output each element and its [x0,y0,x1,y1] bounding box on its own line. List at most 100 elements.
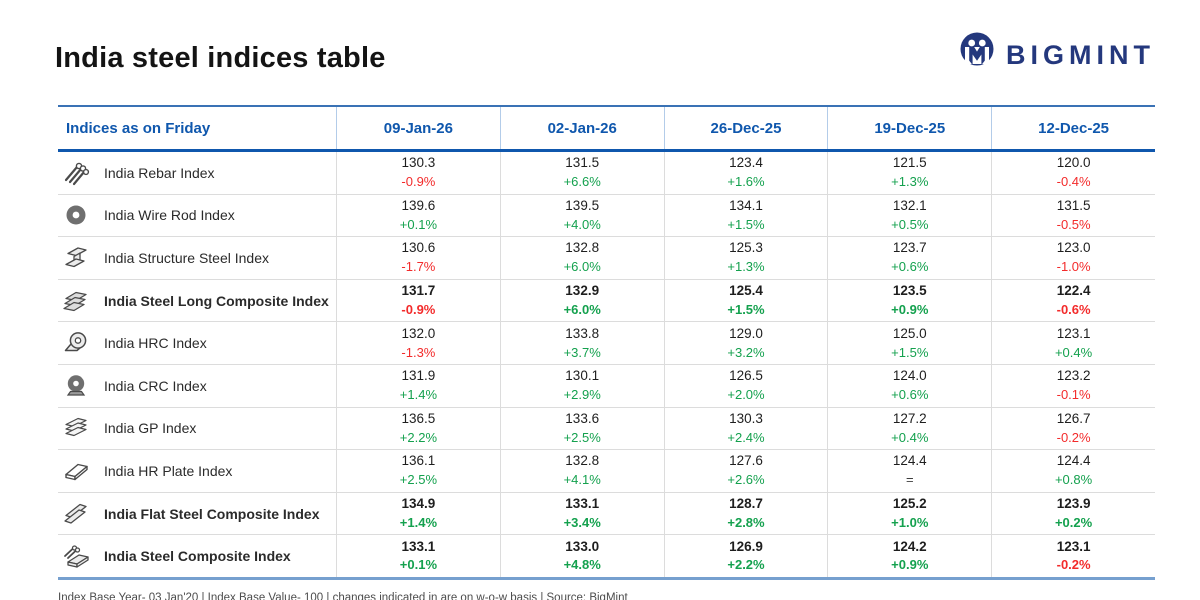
wow-change: +3.2% [727,344,765,360]
wow-change: +0.9% [891,301,929,317]
index-value: 136.1 [401,453,436,469]
hrc-coil-icon [62,329,90,357]
wow-change: +0.8% [1054,472,1093,488]
index-value-cell: 125.4 +1.5% [663,279,828,322]
index-value-cell: 130.6 -1.7% [336,237,500,279]
rebar-icon [62,159,90,187]
index-label: India Steel Composite Index [104,548,291,565]
index-value: 123.4 [729,155,763,171]
wow-change: -0.4% [1056,174,1091,190]
index-label: India Flat Steel Composite Index [104,505,320,522]
index-value-cell: 121.5 +1.3% [827,152,991,194]
index-value: 132.9 [565,283,600,299]
index-value: 139.5 [565,197,600,213]
index-value-cell: 133.6 +2.5% [499,407,664,450]
wow-change: +2.4% [727,429,765,445]
index-value-cell: 125.3 +1.3% [663,237,828,279]
table-body: India Rebar Index 130.3 -0.9% 131.5 +6.6% 12… [58,152,1155,580]
gp-sheets-icon [62,414,90,442]
wow-change: +1.5% [727,216,765,232]
index-value-cell: 124.4 +0.8% [991,450,1155,492]
wow-change: -1.0% [1056,259,1091,275]
structure-steel-icon [62,244,90,272]
index-value: 124.2 [892,538,927,554]
wow-change: +1.3% [727,259,765,275]
index-value-cell: 130.3 -0.9% [336,152,500,194]
index-value-cell: 139.5 +4.0% [499,194,664,237]
index-value: 125.4 [729,283,763,299]
wow-change: +6.6% [563,174,601,190]
wow-change: +4.8% [563,557,601,573]
table-row: India HR Plate Index 136.1 +2.5% 132.8 +4.1… [58,450,1155,493]
footnote: Index Base Year- 03 Jan'20 | Index Base … [58,591,628,600]
wow-change: +1.5% [727,301,765,317]
index-label-cell: India Steel Composite Index [58,535,336,577]
index-value-cell: 131.7 -0.9% [336,279,500,322]
index-value: 133.8 [565,325,600,341]
index-value-cell: 133.1 +3.4% [499,492,664,535]
index-value: 132.8 [565,453,600,469]
index-value: 133.1 [565,496,600,511]
index-value-cell: 136.1 +2.5% [336,450,500,492]
index-value: 123.5 [892,283,927,299]
index-label: India Structure Steel Index [104,249,269,266]
wow-change: -0.9% [401,174,436,190]
long-composite-icon [62,287,90,315]
index-value-cell: 134.9 +1.4% [336,492,500,535]
page-title: India steel indices table [55,42,386,74]
wow-change: +2.8% [727,514,765,530]
index-value: 133.0 [565,538,600,554]
wow-change: +2.5% [563,429,601,445]
index-value: 133.6 [565,410,600,426]
index-value: 124.4 [1056,453,1091,469]
index-value: 120.0 [1056,155,1091,171]
wow-change: -1.7% [401,259,436,275]
indices-table: Indices as on Friday 09-Jan-26 02-Jan-26 2… [58,105,1155,580]
index-value: 123.1 [1056,538,1091,554]
index-value-cell: 131.9 +1.4% [336,364,500,407]
wow-change: +0.1% [399,557,438,573]
wow-change: +0.6% [891,387,929,403]
index-value-cell: 124.4 = [827,450,991,492]
index-label-cell: India CRC Index [58,365,336,407]
page-header: India steel indices table BIGMINT [0,0,1200,81]
steel-composite-icon [62,542,90,570]
index-value-cell: 131.5 -0.5% [991,194,1155,237]
flat-composite-icon [62,500,90,528]
index-value-cell: 123.2 -0.1% [991,364,1155,407]
table-row: India CRC Index 131.9 +1.4% 130.1 +2.9% 126.… [58,364,1155,408]
hr-plate-icon [62,457,90,485]
index-value: 132.8 [565,240,600,256]
wow-change: +0.2% [1054,514,1093,530]
index-value: 128.7 [729,496,763,511]
index-value: 130.1 [565,368,600,384]
index-value: 134.9 [401,496,436,511]
wow-change: +0.9% [891,557,929,573]
index-value-cell: 134.1 +1.5% [663,194,828,237]
wow-change: -0.1% [1056,387,1091,403]
wow-change: +1.0% [891,514,929,530]
table-row: India Flat Steel Composite Index 134.9 +1… [58,492,1155,536]
index-value-cell: 123.1 +0.4% [991,322,1155,364]
index-value-cell: 130.3 +2.4% [663,407,828,450]
wow-change: +0.4% [1054,344,1093,360]
wow-change: +6.0% [563,301,601,317]
wow-change: +0.1% [399,216,438,232]
wow-change: +0.6% [891,259,929,275]
index-label-cell: India Steel Long Composite Index [58,280,336,322]
table-header-row: Indices as on Friday 09-Jan-26 02-Jan-26 2… [58,105,1155,152]
index-value: 125.0 [892,325,927,341]
index-value: 126.9 [729,538,763,554]
index-value-cell: 136.5 +2.2% [336,407,500,450]
index-label: India HRC Index [104,335,207,352]
index-label: India Steel Long Composite Index [104,292,329,309]
wow-change: +1.6% [727,174,765,190]
index-label-cell: India Rebar Index [58,152,336,194]
index-value-cell: 126.5 +2.0% [663,364,828,407]
wow-change: +2.2% [727,557,765,573]
index-value-cell: 130.1 +2.9% [499,364,664,407]
index-value-cell: 133.8 +3.7% [499,322,664,364]
index-value-cell: 123.4 +1.6% [663,152,828,194]
index-value-cell: 124.2 +0.9% [827,535,991,577]
